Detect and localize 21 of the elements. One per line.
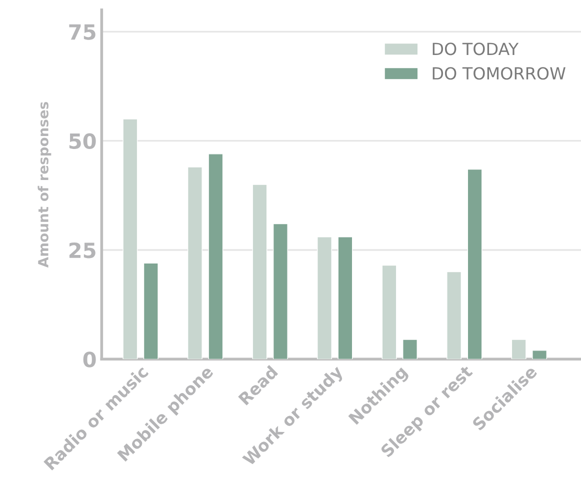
bar <box>122 118 138 360</box>
y-tick-label: 25 <box>69 242 96 258</box>
y-tick-label: 75 <box>69 24 96 40</box>
y-axis-title: Amount of responses <box>38 102 52 268</box>
bar <box>187 166 202 360</box>
bar <box>467 168 482 360</box>
bar <box>532 350 548 360</box>
bar <box>511 339 526 360</box>
bar <box>208 154 224 360</box>
bar <box>338 236 353 360</box>
bar <box>252 184 268 360</box>
bar <box>317 236 332 360</box>
legend-label: DO TODAY <box>432 42 519 56</box>
y-tick-label: 0 <box>83 352 96 368</box>
bar <box>402 339 418 360</box>
bar <box>446 271 462 360</box>
bar <box>143 262 158 360</box>
bar <box>382 264 397 360</box>
y-tick-label: 50 <box>69 133 96 150</box>
legend-label: DO TOMORROW <box>432 67 566 80</box>
bar <box>272 223 288 360</box>
